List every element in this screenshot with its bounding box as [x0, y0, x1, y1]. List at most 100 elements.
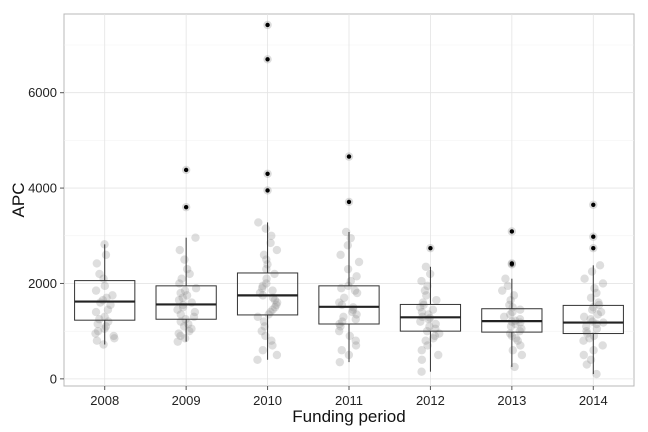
jitter-point: [254, 218, 263, 227]
jitter-point: [173, 337, 182, 346]
jitter-point: [334, 326, 344, 336]
outlier-point: [183, 167, 189, 173]
jitter-point: [337, 346, 346, 355]
jitter-point: [513, 336, 522, 345]
jitter-point: [343, 241, 352, 250]
jitter-point: [590, 284, 599, 293]
x-tick-label: 2008: [90, 393, 119, 408]
jitter-point: [598, 341, 607, 350]
x-tick-label: 2011: [335, 393, 363, 408]
jitter-point: [350, 286, 360, 295]
jitter-point: [270, 295, 280, 305]
jitter-point: [180, 255, 189, 264]
jitter-point: [99, 340, 108, 349]
outlier-point: [591, 202, 596, 207]
jitter-point: [182, 291, 192, 300]
jitter-point: [352, 310, 361, 319]
jitter-point: [516, 341, 525, 350]
jitter-point: [580, 274, 589, 283]
jitter-point: [268, 305, 277, 314]
jitter-point: [351, 315, 360, 324]
jitter-point: [182, 264, 192, 274]
jitter-point: [95, 269, 104, 279]
jitter-point: [270, 269, 279, 279]
jitter-point: [180, 334, 190, 343]
jitter-point: [176, 288, 185, 298]
jitter-point: [176, 331, 185, 341]
jitter-point: [503, 281, 513, 291]
jitter-point: [417, 307, 427, 317]
jitter-point: [417, 346, 426, 355]
jitter-point: [581, 322, 591, 331]
outlier-point: [509, 229, 515, 234]
jitter-point: [110, 334, 119, 343]
jitter-point: [91, 329, 100, 338]
jitter-point: [108, 291, 117, 300]
box: [74, 280, 136, 321]
jitter-point: [354, 257, 364, 267]
jitter-point: [434, 350, 443, 360]
jitter-point: [499, 312, 509, 322]
jitter-point: [421, 336, 430, 345]
jitter-point: [429, 334, 438, 343]
box: [236, 272, 299, 316]
jitter-point: [336, 250, 345, 260]
outlier-point: [183, 204, 189, 210]
jitter-point: [417, 276, 426, 286]
jitter-point: [425, 322, 434, 331]
jitter-point: [335, 298, 344, 307]
jitter-point: [101, 322, 111, 331]
jitter-point: [593, 310, 603, 319]
jitter-point: [109, 331, 118, 341]
jitter-point: [268, 286, 277, 295]
jitter-point: [498, 286, 507, 295]
jitter-point: [261, 224, 270, 233]
jitter-point: [417, 355, 427, 364]
jitter-point: [592, 324, 602, 333]
jitter-point: [174, 295, 184, 305]
outlier-point: [265, 57, 270, 62]
jitter-point: [506, 310, 515, 319]
x-axis-title: Funding period: [292, 407, 405, 426]
jitter-point: [102, 293, 111, 302]
jitter-point: [579, 336, 588, 345]
jitter-point: [174, 329, 183, 338]
jitter-point: [253, 355, 262, 364]
jitter-point: [420, 286, 430, 295]
jitter-point: [345, 331, 354, 341]
jitter-point: [432, 295, 441, 305]
boxes-layer: [74, 222, 624, 375]
jitter-point: [272, 245, 282, 255]
jitter-point: [579, 350, 588, 360]
outlier-point: [591, 234, 596, 239]
jitter-point: [351, 341, 361, 350]
jitter-point: [190, 307, 200, 317]
jitter-point: [262, 255, 271, 264]
jitter-point: [272, 300, 281, 310]
y-tick-label: 0: [50, 371, 57, 386]
jitter-point: [343, 264, 353, 274]
outlier-point: [346, 154, 352, 159]
jitter-point: [270, 303, 280, 312]
jitter-point: [266, 238, 275, 248]
jitter-point: [95, 315, 104, 324]
jitter-point: [346, 233, 355, 243]
jitter-point: [594, 298, 603, 307]
jitter-point: [517, 324, 526, 333]
jitter-point: [187, 324, 196, 333]
jitter-point: [351, 336, 360, 345]
jitter-point: [272, 350, 282, 360]
jitter-point: [506, 295, 515, 305]
jitter-point: [267, 336, 276, 345]
outlier-point: [265, 188, 270, 193]
x-tick-label: 2010: [253, 393, 282, 408]
jitter-point: [586, 315, 595, 324]
jitter-point: [423, 281, 432, 291]
jitter-point: [189, 312, 199, 322]
jitter-point: [100, 281, 110, 291]
jitter-point: [510, 362, 519, 372]
jitter-point: [260, 322, 269, 331]
jitter-point: [515, 305, 525, 314]
jitter-point: [596, 307, 606, 317]
jitter-point: [175, 279, 184, 288]
